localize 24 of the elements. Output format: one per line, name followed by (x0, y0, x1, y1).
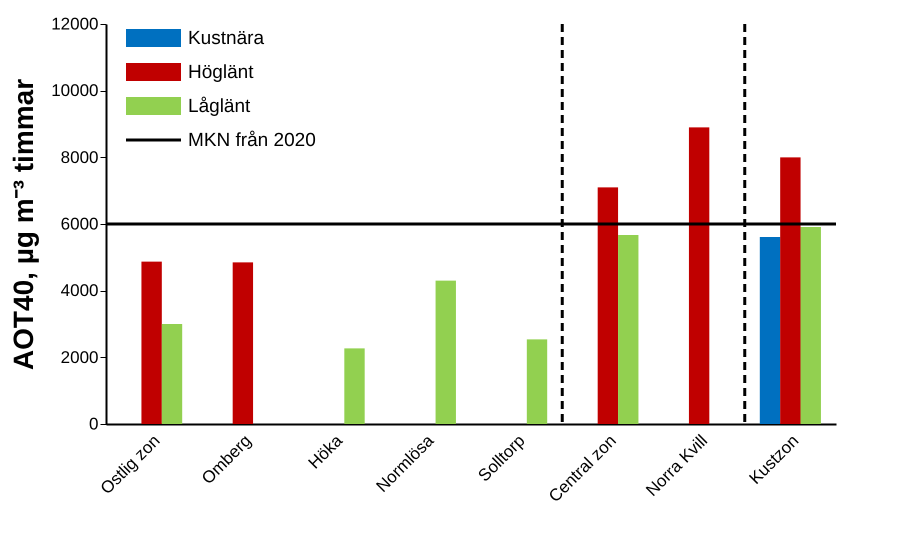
bar (800, 227, 821, 424)
y-tick-label: 12000 (51, 14, 98, 34)
bar (436, 280, 456, 424)
legend-label: Kustnära (188, 28, 264, 49)
bar (780, 157, 801, 424)
bar (344, 348, 365, 424)
bar (688, 127, 710, 424)
bar (598, 187, 618, 424)
legend-label: Höglänt (188, 62, 254, 83)
y-tick-label: 10000 (51, 81, 98, 100)
bar (526, 339, 548, 424)
legend-label: Låglänt (188, 96, 252, 117)
legend-label: MKN från 2020 (188, 130, 316, 151)
y-tick-label: 4000 (60, 281, 98, 300)
y-tick-label: 6000 (60, 214, 98, 234)
bar (760, 237, 780, 424)
y-tick-label: 8000 (60, 148, 98, 167)
y-tick-label: 2000 (60, 348, 98, 367)
y-axis-title: AOT40, µg m⁻³ timmar (8, 78, 40, 370)
bar (141, 262, 162, 424)
bar (162, 324, 182, 424)
y-tick-label: 0 (89, 414, 98, 434)
bar (232, 262, 254, 424)
bar (618, 235, 638, 424)
